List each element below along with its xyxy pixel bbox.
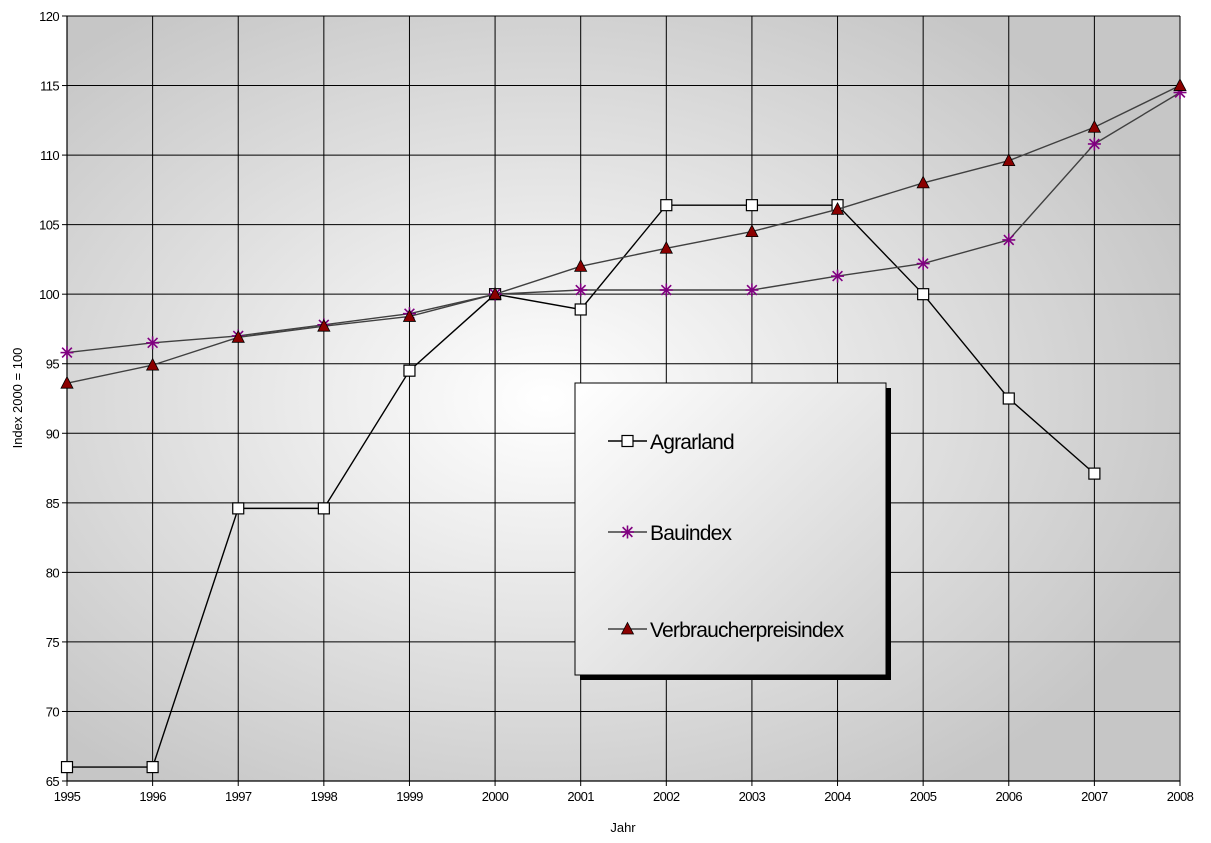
y-tick-label: 95: [46, 357, 60, 372]
series-verbraucherpreisindex: [60, 78, 1187, 389]
x-tick-label: 2007: [1081, 789, 1108, 804]
x-tick-label: 2002: [653, 789, 680, 804]
x-tick-label: 2005: [910, 789, 937, 804]
data-point-verbraucherpreisindex: [60, 375, 74, 389]
data-point-agrarland: [574, 303, 587, 316]
axes: 65 70 75 80 85 90 95 100 105 110 115 120 1995 1996 199…: [39, 9, 1194, 804]
data-point-bauindex: [1002, 233, 1016, 247]
y-tick-label: 70: [46, 704, 60, 719]
legend-label-verbraucherpreisindex: Verbraucherpreisindex: [650, 619, 845, 642]
x-tick-label: 1995: [54, 789, 81, 804]
y-tick-label: 120: [39, 9, 59, 24]
y-tick-label: 85: [46, 496, 60, 511]
data-point-bauindex: [574, 283, 588, 297]
data-point-verbraucherpreisindex: [830, 201, 845, 215]
data-point-agrarland: [232, 502, 245, 515]
x-tick-label: 2008: [1167, 789, 1194, 804]
data-point-verbraucherpreisindex: [488, 286, 502, 300]
data-point-agrarland: [745, 199, 759, 212]
x-tick-label: 1997: [225, 789, 252, 804]
legend-marker-agrarland: [621, 434, 634, 448]
legend-label-bauindex: Bauindex: [650, 522, 732, 545]
data-point-agrarland: [317, 502, 330, 515]
y-tick-label: 100: [39, 287, 59, 302]
y-tick-label: 105: [39, 218, 59, 233]
data-point-verbraucherpreisindex: [916, 175, 930, 189]
x-tick-label: 2001: [567, 789, 594, 804]
data-point-verbraucherpreisindex: [1087, 119, 1102, 133]
series-line-bauindex: [66, 91, 1181, 354]
x-tick-label: 1996: [139, 789, 166, 804]
x-tick-label: 2004: [824, 789, 851, 804]
x-tick-label: 2006: [996, 789, 1023, 804]
data-point-verbraucherpreisindex: [145, 357, 160, 371]
series-agrarland: [60, 199, 1101, 774]
data-point-bauindex: [1087, 137, 1101, 151]
y-tick-label: 90: [46, 426, 60, 441]
data-point-verbraucherpreisindex: [574, 258, 588, 272]
y-tick-label: 110: [40, 148, 59, 163]
data-point-bauindex: [60, 346, 74, 360]
y-tick-label: 75: [46, 635, 60, 650]
y-tick-label: 80: [46, 565, 60, 580]
series-line-verbraucherpreisindex: [66, 84, 1181, 384]
data-point-agrarland: [403, 364, 416, 377]
data-point-bauindex: [831, 269, 845, 283]
data-point-agrarland: [917, 288, 930, 301]
series-layer: [60, 78, 1187, 774]
legend-label-agrarland: Agrarland: [650, 431, 734, 454]
data-point-verbraucherpreisindex: [659, 240, 673, 254]
data-point-bauindex: [146, 336, 160, 350]
y-tick-label: 65: [46, 774, 60, 789]
y-tick-label: 115: [40, 79, 59, 94]
data-point-verbraucherpreisindex: [402, 309, 417, 322]
y-axis-title: Index 2000 = 100: [10, 348, 25, 449]
data-point-verbraucherpreisindex: [317, 318, 331, 332]
data-point-bauindex: [659, 283, 673, 297]
data-point-bauindex: [916, 257, 930, 271]
data-point-verbraucherpreisindex: [1002, 153, 1016, 167]
data-point-agrarland: [146, 760, 159, 774]
data-point-verbraucherpreisindex: [745, 224, 759, 237]
data-point-agrarland: [60, 760, 74, 774]
legend-marker-bauindex: [621, 525, 634, 539]
x-axis-title: Jahr: [610, 820, 636, 835]
x-tick-label: 2003: [739, 789, 766, 804]
data-point-agrarland: [660, 199, 673, 212]
data-point-agrarland: [1088, 467, 1101, 480]
x-tick-label: 1999: [396, 789, 423, 804]
data-point-agrarland: [1002, 392, 1015, 405]
x-tick-label: 1998: [311, 789, 338, 804]
data-point-verbraucherpreisindex: [1173, 78, 1187, 91]
x-tick-label: 2000: [482, 789, 509, 804]
legend-marker-verbraucherpreisindex: [620, 621, 635, 635]
legend: Agrarland Bauindex Verbraucherpreisindex: [574, 382, 891, 680]
data-point-bauindex: [745, 283, 759, 297]
data-point-verbraucherpreisindex: [231, 329, 245, 343]
